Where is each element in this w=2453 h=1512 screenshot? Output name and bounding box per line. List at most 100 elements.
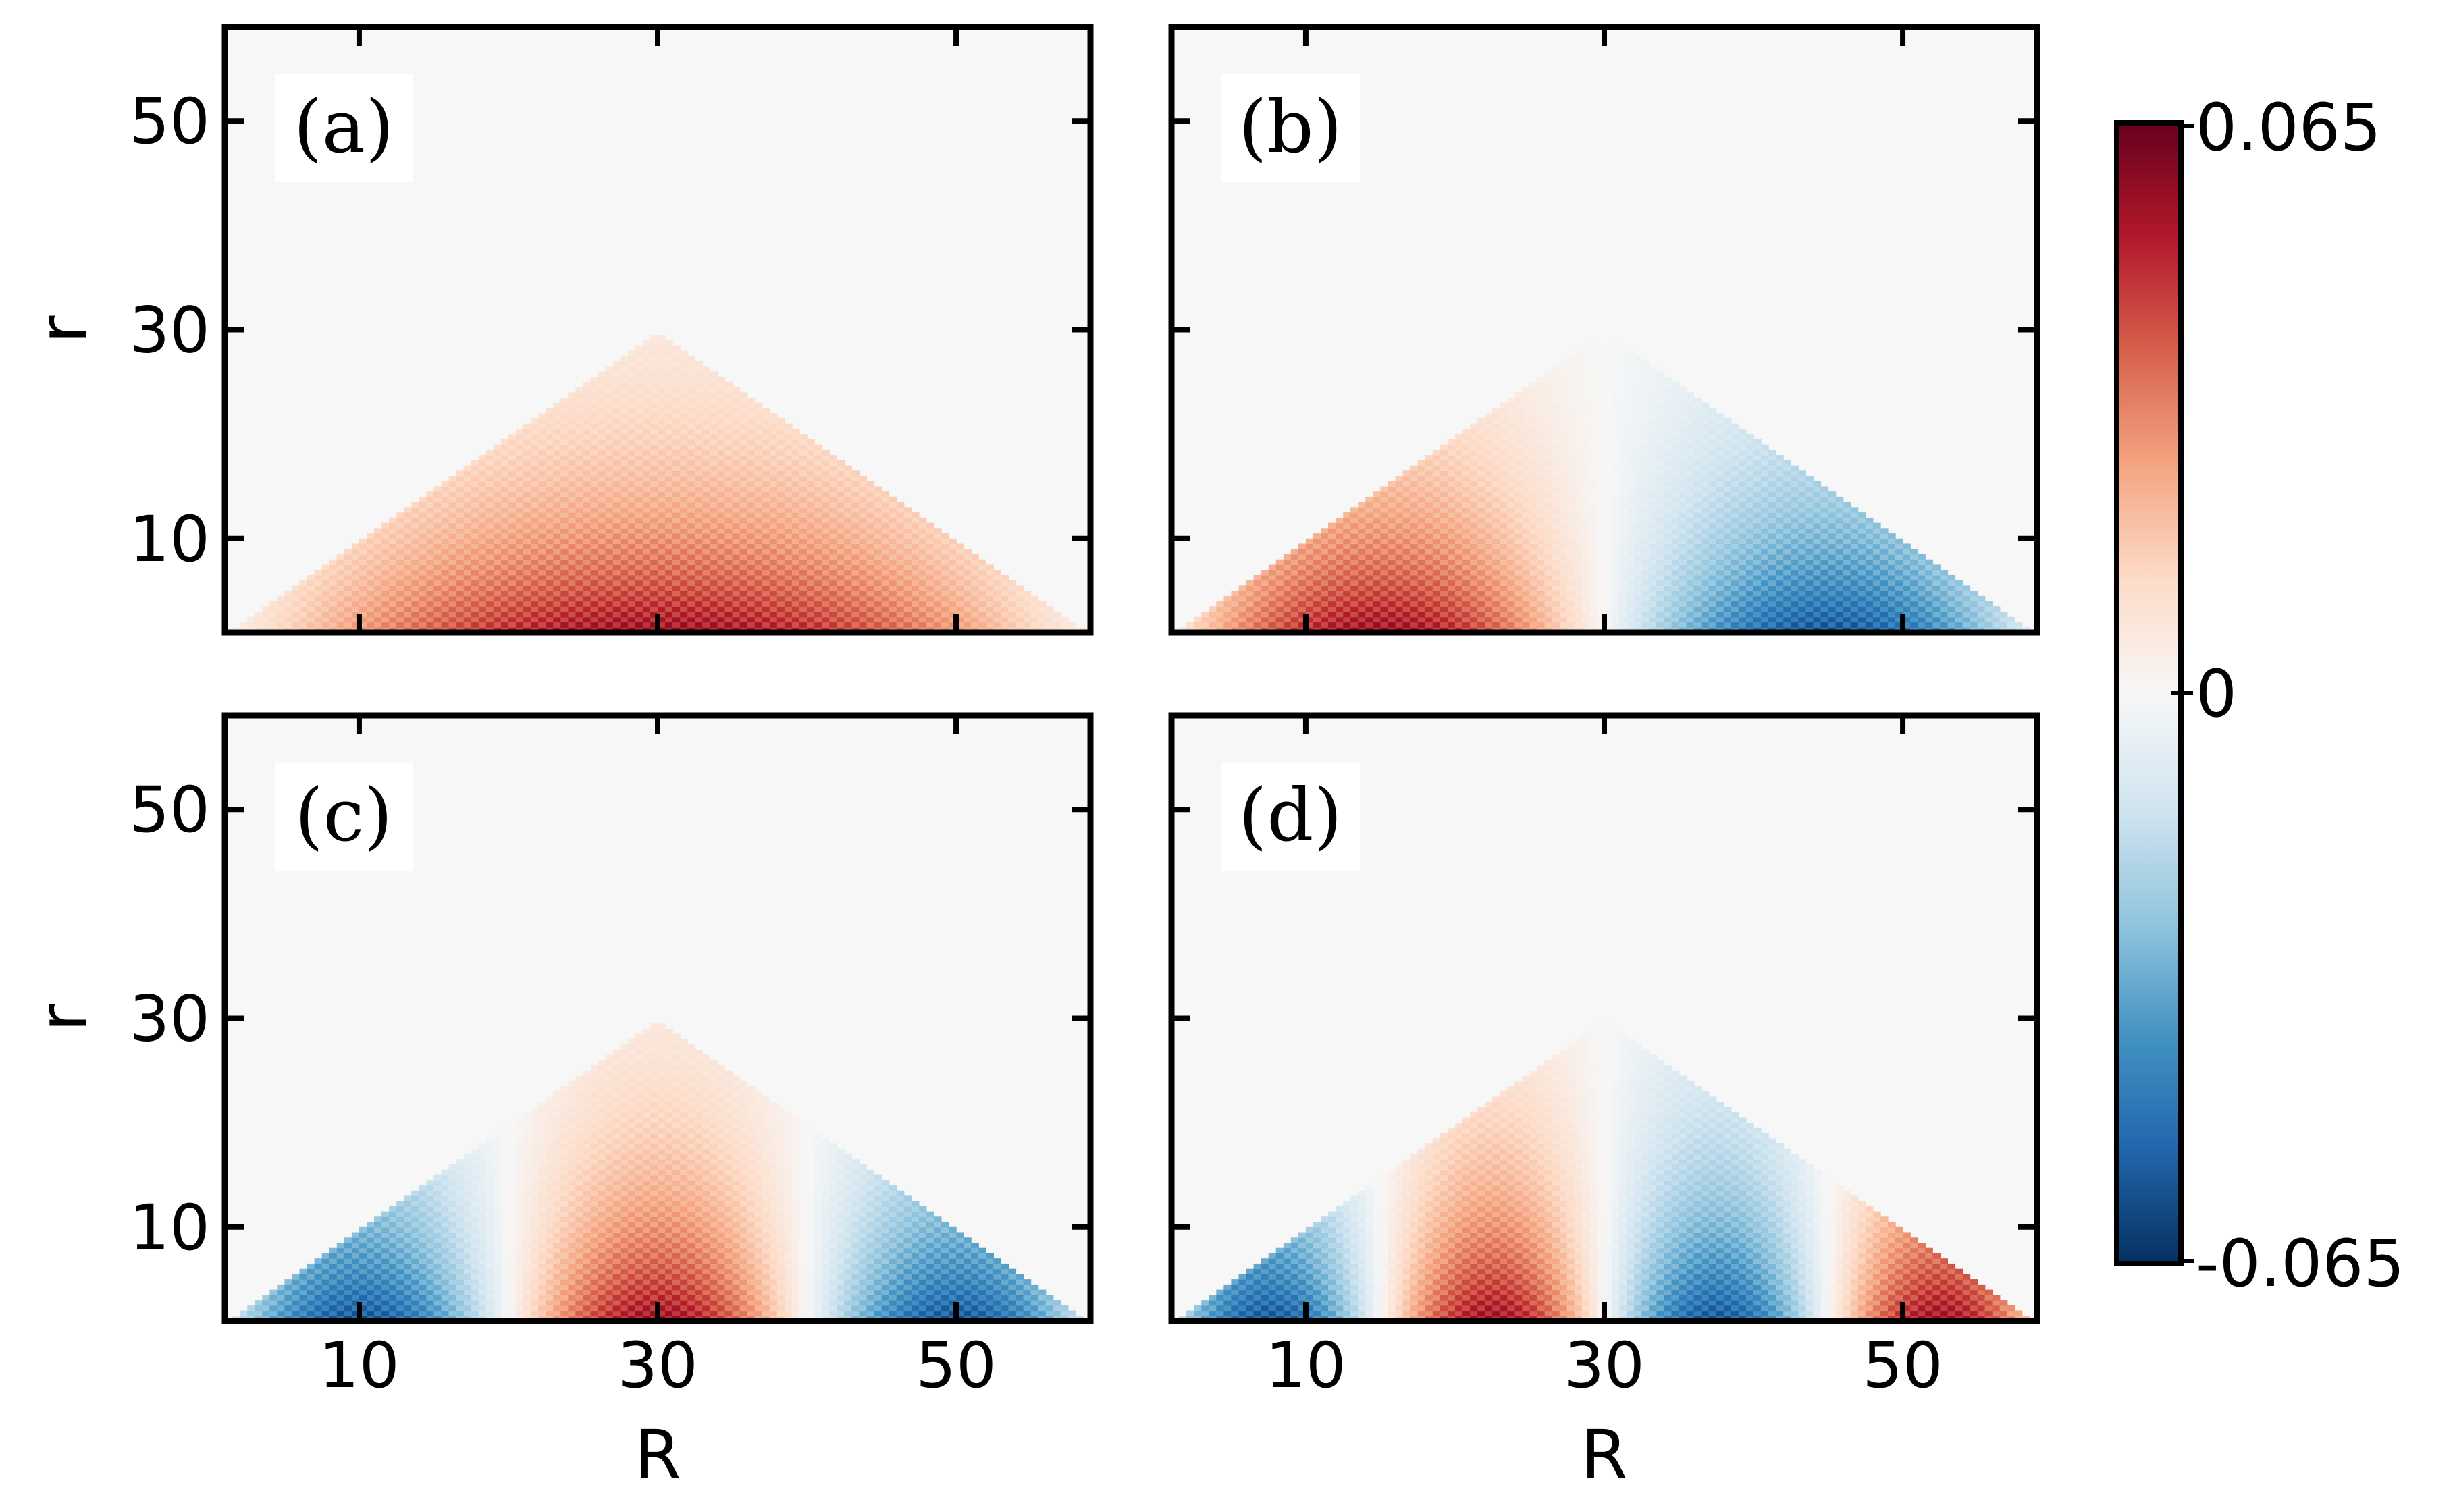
heatmap-cell	[1402, 574, 1411, 581]
heatmap-cell	[829, 601, 837, 607]
heatmap-cell	[724, 517, 733, 524]
heatmap-cell	[635, 486, 643, 492]
heatmap-cell	[1246, 595, 1255, 602]
heatmap-cell	[553, 439, 561, 446]
heatmap-cell	[829, 507, 837, 513]
heatmap-cell	[1402, 481, 1411, 487]
heatmap-cell	[672, 460, 681, 466]
heatmap-cell	[1030, 616, 1039, 623]
heatmap-cell	[344, 585, 352, 591]
heatmap-cell	[396, 512, 404, 518]
heatmap-cell	[1455, 616, 1463, 623]
heatmap-cell	[1313, 570, 1321, 576]
heatmap-cell	[635, 434, 643, 440]
heatmap-cell	[404, 574, 412, 581]
heatmap-cell	[1410, 517, 1419, 524]
heatmap-cell	[837, 559, 845, 565]
heatmap-cell	[1432, 612, 1441, 618]
heatmap-cell	[321, 585, 330, 591]
heatmap-cell	[1462, 486, 1471, 492]
heatmap-cell	[1350, 549, 1359, 555]
heatmap-cell	[687, 591, 695, 597]
heatmap-cell	[1485, 580, 1493, 586]
heatmap-cell	[754, 522, 763, 529]
heatmap-cell	[776, 450, 785, 456]
heatmap-cell	[605, 538, 614, 545]
heatmap-cell	[463, 549, 472, 555]
heatmap-cell	[516, 601, 524, 607]
heatmap-cell	[1462, 570, 1471, 576]
heatmap-cell	[1440, 450, 1448, 456]
heatmap-cell	[1544, 476, 1553, 482]
heatmap-cell	[500, 549, 509, 555]
heatmap-cell	[508, 450, 517, 456]
heatmap-cell	[1388, 574, 1396, 581]
heatmap-cell	[1581, 595, 1590, 602]
heatmap-cell	[1417, 465, 1426, 471]
heatmap-cell	[687, 465, 695, 471]
heatmap-cell	[1596, 465, 1605, 471]
heatmap-cell	[1492, 522, 1500, 529]
heatmap-cell	[1500, 512, 1508, 518]
heatmap-cell	[1388, 549, 1396, 555]
heatmap-cell	[1402, 585, 1411, 591]
heatmap-cell	[538, 439, 546, 446]
heatmap-cell	[1574, 616, 1583, 623]
heatmap-cell	[724, 512, 733, 518]
heatmap-cell	[1440, 612, 1448, 618]
heatmap-cell	[1261, 601, 1269, 607]
heatmap-cell	[396, 612, 404, 618]
heatmap-cell	[807, 622, 815, 628]
heatmap-cell	[911, 559, 920, 565]
heatmap-cell	[784, 564, 793, 570]
heatmap-cell	[717, 381, 726, 388]
heatmap-cell	[747, 496, 756, 503]
heatmap-cell	[538, 616, 546, 623]
heatmap-cell	[881, 512, 890, 518]
heatmap-cell	[784, 570, 793, 576]
heatmap-cell	[1544, 429, 1553, 435]
heatmap-cell	[598, 512, 606, 518]
heatmap-cell	[702, 554, 710, 560]
heatmap-cell	[531, 564, 539, 570]
heatmap-cell	[1485, 601, 1493, 607]
heatmap-cell	[717, 387, 726, 393]
heatmap-cell	[941, 601, 949, 607]
heatmap-cell	[627, 622, 636, 628]
heatmap-cell	[1447, 502, 1456, 508]
heatmap-cell	[889, 612, 897, 618]
heatmap-cell	[1477, 444, 1485, 450]
heatmap-cell	[1402, 564, 1411, 570]
heatmap-cell	[1358, 564, 1366, 570]
heatmap-cell	[1529, 470, 1538, 477]
heatmap-cell	[784, 512, 793, 518]
heatmap-cell	[807, 465, 815, 471]
heatmap-cell	[374, 559, 382, 565]
heatmap-cell	[620, 591, 629, 597]
heatmap-cell	[1440, 517, 1448, 524]
heatmap-cell	[1470, 528, 1478, 534]
heatmap-cell	[1477, 423, 1485, 429]
heatmap-cell	[672, 360, 681, 367]
heatmap-cell	[583, 398, 591, 404]
heatmap-cell	[1544, 465, 1553, 471]
heatmap-cell	[1395, 570, 1404, 576]
heatmap-cell	[1410, 570, 1419, 576]
heatmap-cell	[672, 570, 681, 576]
heatmap-cell	[896, 564, 905, 570]
heatmap-cell	[598, 549, 606, 555]
heatmap-cell	[986, 585, 994, 591]
heatmap-cell	[598, 402, 606, 409]
heatmap-cell	[583, 517, 591, 524]
heatmap-cell	[590, 549, 599, 555]
heatmap-cell	[605, 450, 614, 456]
heatmap-cell	[807, 533, 815, 539]
heatmap-cell	[620, 595, 629, 602]
heatmap-cell	[1321, 606, 1329, 612]
heatmap-cell	[1529, 580, 1538, 586]
heatmap-cell	[590, 580, 599, 586]
heatmap-cell	[851, 486, 860, 492]
heatmap-cell	[1432, 491, 1441, 497]
heatmap-cell	[1537, 402, 1546, 409]
heatmap-cell	[598, 517, 606, 524]
